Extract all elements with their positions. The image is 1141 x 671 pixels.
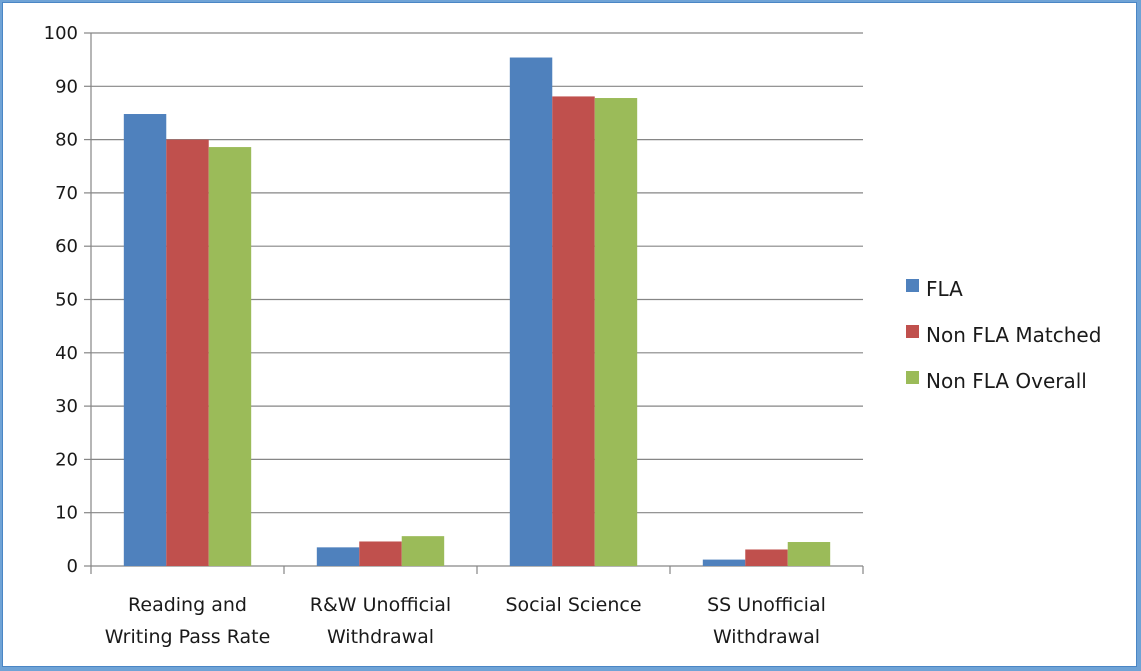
x-category-label: Withdrawal xyxy=(713,626,820,648)
bar-fla xyxy=(702,559,746,566)
y-tick-label: 90 xyxy=(55,76,78,97)
x-category-label: Withdrawal xyxy=(327,626,434,648)
bar-non-fla-overall xyxy=(594,98,638,566)
legend-label: Non FLA Overall xyxy=(926,369,1087,393)
x-category-label: Writing Pass Rate xyxy=(105,626,271,648)
y-tick-label: 20 xyxy=(55,449,78,470)
bar-non-fla-matched xyxy=(745,549,788,566)
legend-label: FLA xyxy=(926,277,963,301)
bar-fla xyxy=(123,114,167,567)
y-tick-label: 80 xyxy=(55,130,78,151)
bar-non-fla-overall xyxy=(401,536,445,566)
bar-chart: 0 10 20 30 40 50 60 70 80 90 100 Reading and Writing… xyxy=(44,23,1102,648)
y-tick-label: 100 xyxy=(44,23,78,44)
bar-non-fla-matched xyxy=(359,541,402,566)
y-tick-label: 30 xyxy=(55,396,78,417)
bar-non-fla-overall xyxy=(208,147,252,566)
x-category-label: R&W Unofficial xyxy=(310,594,451,616)
legend-swatch xyxy=(906,279,919,292)
bar-non-fla-overall xyxy=(787,542,831,566)
axis-labels: 0 10 20 30 40 50 60 70 80 90 100 Reading and Writing… xyxy=(44,23,826,648)
x-category-label: Reading and xyxy=(128,594,247,616)
x-category-label: Social Science xyxy=(505,594,641,616)
y-tick-label: 10 xyxy=(55,503,78,524)
y-tick-label: 70 xyxy=(55,183,78,204)
bar-non-fla-matched xyxy=(166,139,209,566)
bars xyxy=(123,57,831,567)
y-tick-label: 40 xyxy=(55,343,78,364)
x-category-label: SS Unofficial xyxy=(707,594,826,616)
legend: FLA Non FLA Matched Non FLA Overall xyxy=(906,277,1101,393)
legend-swatch xyxy=(906,371,919,384)
legend-label: Non FLA Matched xyxy=(926,323,1101,347)
y-tick-label: 50 xyxy=(55,290,78,311)
legend-swatch xyxy=(906,325,919,338)
bar-non-fla-matched xyxy=(552,96,595,566)
y-tick-label: 60 xyxy=(55,236,78,257)
bar-fla xyxy=(316,547,360,566)
y-tick-label: 0 xyxy=(67,556,78,577)
bar-fla xyxy=(509,57,553,566)
